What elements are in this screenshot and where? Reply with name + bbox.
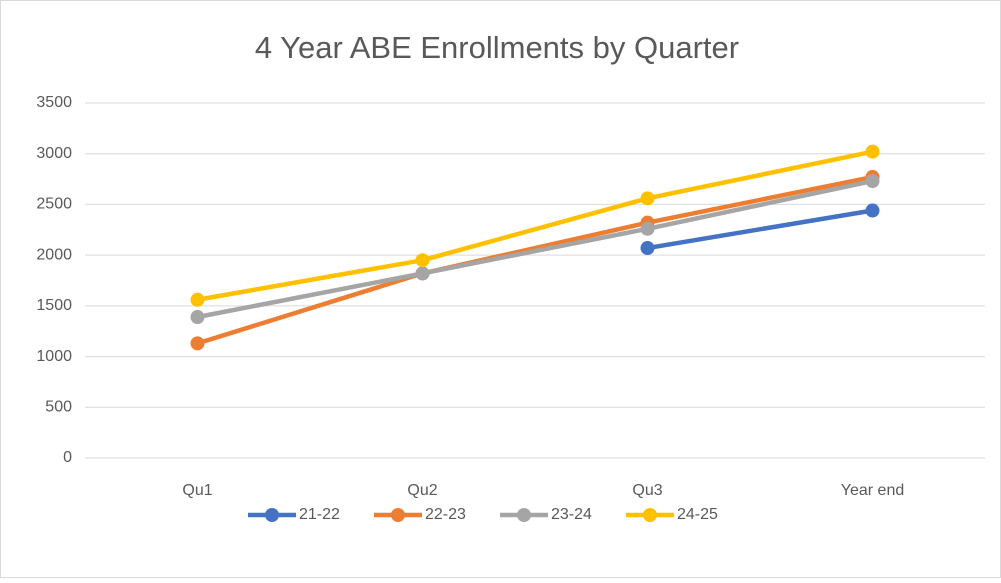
data-point	[640, 221, 655, 236]
legend-marker	[265, 508, 279, 522]
data-point	[640, 241, 655, 256]
y-tick-label: 1000	[36, 348, 72, 365]
y-tick-label: 3500	[36, 94, 72, 111]
series-line	[647, 208, 873, 251]
series-line	[197, 149, 873, 302]
legend-label: 22-23	[425, 506, 466, 523]
legend-marker	[517, 508, 531, 522]
data-point	[865, 174, 880, 189]
data-point	[415, 253, 430, 268]
y-tick-label: 0	[63, 449, 72, 466]
y-tick-label: 2000	[36, 246, 72, 263]
data-point	[640, 191, 655, 206]
data-point	[190, 292, 205, 307]
data-point	[190, 310, 205, 325]
chart-title: 4 Year ABE Enrollments by Quarter	[255, 30, 739, 65]
data-point	[865, 144, 880, 159]
x-tick-label: Qu1	[182, 482, 212, 499]
x-tick-label: Qu2	[407, 482, 437, 499]
y-tick-label: 1500	[36, 297, 72, 314]
x-tick-label: Qu3	[632, 482, 662, 499]
y-tick-label: 2500	[36, 196, 72, 213]
legend-marker	[391, 508, 405, 522]
data-point	[865, 203, 880, 218]
series-line	[196, 174, 873, 346]
series-line	[197, 178, 873, 320]
x-tick-label: Year end	[841, 482, 904, 499]
data-point	[415, 266, 430, 281]
legend-label: 23-24	[551, 506, 592, 523]
legend-marker	[643, 508, 657, 522]
legend-label: 24-25	[677, 506, 718, 523]
data-point	[190, 336, 205, 351]
y-tick-label: 3000	[36, 145, 72, 162]
legend-label: 21-22	[299, 506, 340, 523]
y-tick-label: 500	[45, 399, 72, 416]
